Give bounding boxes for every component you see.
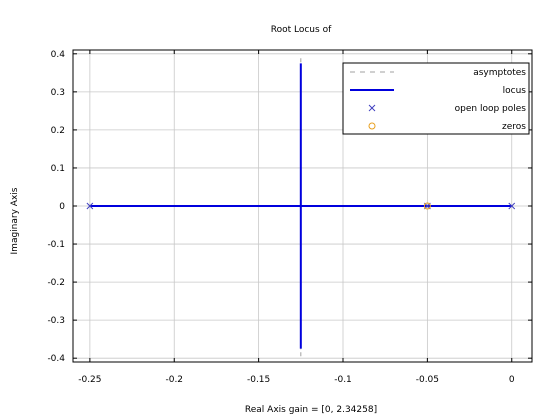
y-tick-label: 0.2	[51, 126, 65, 136]
series-locus	[89, 63, 512, 349]
legend-swatch-open-loop-poles	[368, 104, 376, 112]
legend-label-zeros: zeros	[502, 122, 526, 132]
series-zeros	[423, 202, 431, 210]
x-tick-label: -0.2	[165, 375, 183, 385]
y-axis-label: Imaginary Axis	[10, 187, 20, 254]
chart-title: Root Locus of	[271, 25, 332, 35]
x-marker-stroke	[508, 202, 516, 210]
y-tick-label: -0.4	[47, 354, 65, 364]
legend-label-locus: locus	[503, 86, 527, 96]
legend-label-asymptotes: asymptotes	[473, 68, 526, 78]
legend-box	[342, 62, 530, 135]
x-tick-label: -0.25	[78, 375, 101, 385]
x-tick-label: -0.15	[247, 375, 270, 385]
y-tick-label: -0.3	[47, 316, 65, 326]
y-tick-label: 0.4	[51, 50, 66, 60]
x-tick-label: 0	[509, 375, 515, 385]
y-tick-label: -0.1	[47, 240, 65, 250]
y-tick-label: 0.3	[51, 88, 65, 98]
legend-label-open-loop-poles: open loop poles	[455, 104, 527, 114]
legend: asymptotes locus open loop poles zeros	[342, 62, 530, 135]
x-marker-stroke	[368, 104, 376, 112]
open-loop-poles-marker	[86, 202, 94, 210]
x-tick-label: -0.1	[334, 375, 352, 385]
y-tick-label: 0.1	[51, 164, 65, 174]
zeros-marker	[423, 202, 431, 210]
x-tick-label: -0.05	[416, 375, 439, 385]
y-tick-label: -0.2	[47, 278, 65, 288]
x-marker-stroke	[86, 202, 94, 210]
y-tick-label: 0	[59, 202, 65, 212]
tick-layer: -0.25 -0.2 -0.15 -0.1 -0.05 0 0.4 0.3 0.2 0.1 0 -0.…	[47, 50, 532, 385]
series-layer	[86, 55, 516, 357]
x-axis-label: Real Axis gain = [0, 2.34258]	[245, 405, 377, 415]
legend-swatch-zeros	[368, 122, 376, 130]
open-loop-poles-marker	[508, 202, 516, 210]
